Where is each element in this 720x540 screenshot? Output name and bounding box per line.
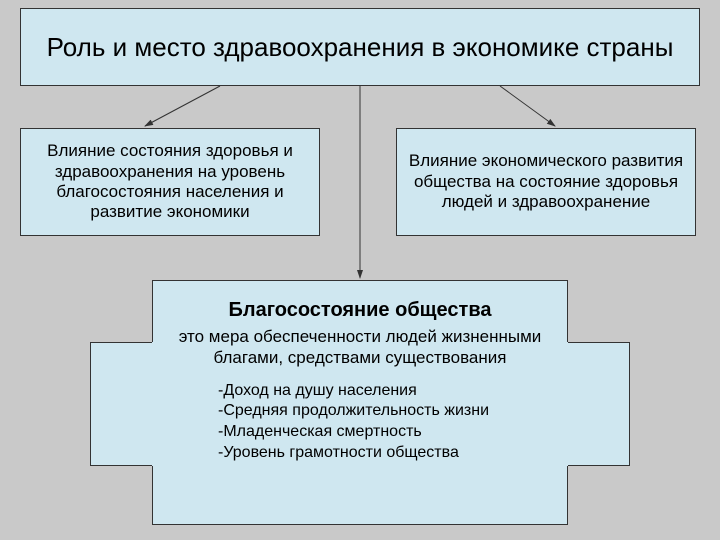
welfare-description: это мера обеспеченности людей жизненными… xyxy=(172,326,548,369)
welfare-content: Благосостояние общества это мера обеспеч… xyxy=(152,295,568,515)
welfare-item: -Младенческая смертность xyxy=(218,422,548,443)
welfare-cross-shape: Благосостояние общества это мера обеспеч… xyxy=(90,280,630,525)
welfare-list: -Доход на душу населения -Средняя продол… xyxy=(172,381,548,464)
title-box: Роль и место здравоохранения в экономике… xyxy=(20,8,700,86)
welfare-heading: Благосостояние общества xyxy=(172,299,548,322)
welfare-item: -Доход на душу населения xyxy=(218,381,548,402)
title-text: Роль и место здравоохранения в экономике… xyxy=(47,32,674,63)
welfare-item: -Средняя продолжительность жизни xyxy=(218,401,548,422)
left-influence-text: Влияние состояния здоровья и здравоохран… xyxy=(29,141,311,223)
arrow-left xyxy=(145,86,220,126)
welfare-item: -Уровень грамотности общества xyxy=(218,443,548,464)
right-influence-box: Влияние экономического развития общества… xyxy=(396,128,696,236)
right-influence-text: Влияние экономического развития общества… xyxy=(405,151,687,212)
left-influence-box: Влияние состояния здоровья и здравоохран… xyxy=(20,128,320,236)
arrow-right xyxy=(500,86,555,126)
